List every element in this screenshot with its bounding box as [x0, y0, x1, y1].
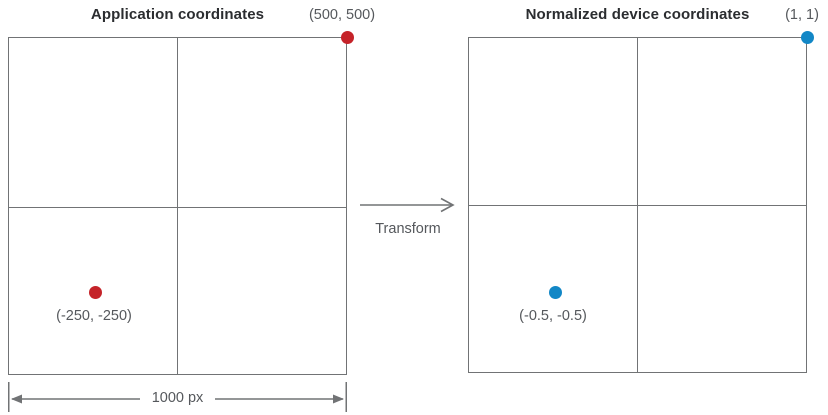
red-point-coordinate-label: (-250, -250) — [56, 308, 132, 324]
red-point — [88, 285, 102, 299]
blue-corner-point — [800, 30, 814, 44]
blue-point-coordinate-label: (-0.5, -0.5) — [519, 308, 587, 324]
right-square-horizontal-midline — [468, 204, 807, 206]
left-square-vertical-midline — [176, 37, 178, 375]
width-measure-arrow — [8, 382, 347, 412]
right-panel-title: Normalized device coordinates — [525, 6, 750, 23]
left-panel-title: Application coordinates — [90, 6, 265, 23]
transform-label: Transform — [375, 221, 441, 237]
red-corner-point — [340, 30, 354, 44]
transform-arrow-icon — [360, 197, 455, 213]
right-corner-coordinate-label: (1, 1) — [785, 7, 819, 23]
blue-point — [548, 285, 562, 299]
left-corner-coordinate-label: (500, 500) — [308, 7, 376, 23]
left-square-horizontal-midline — [8, 206, 347, 208]
width-measure-label: 1000 px — [140, 390, 215, 406]
